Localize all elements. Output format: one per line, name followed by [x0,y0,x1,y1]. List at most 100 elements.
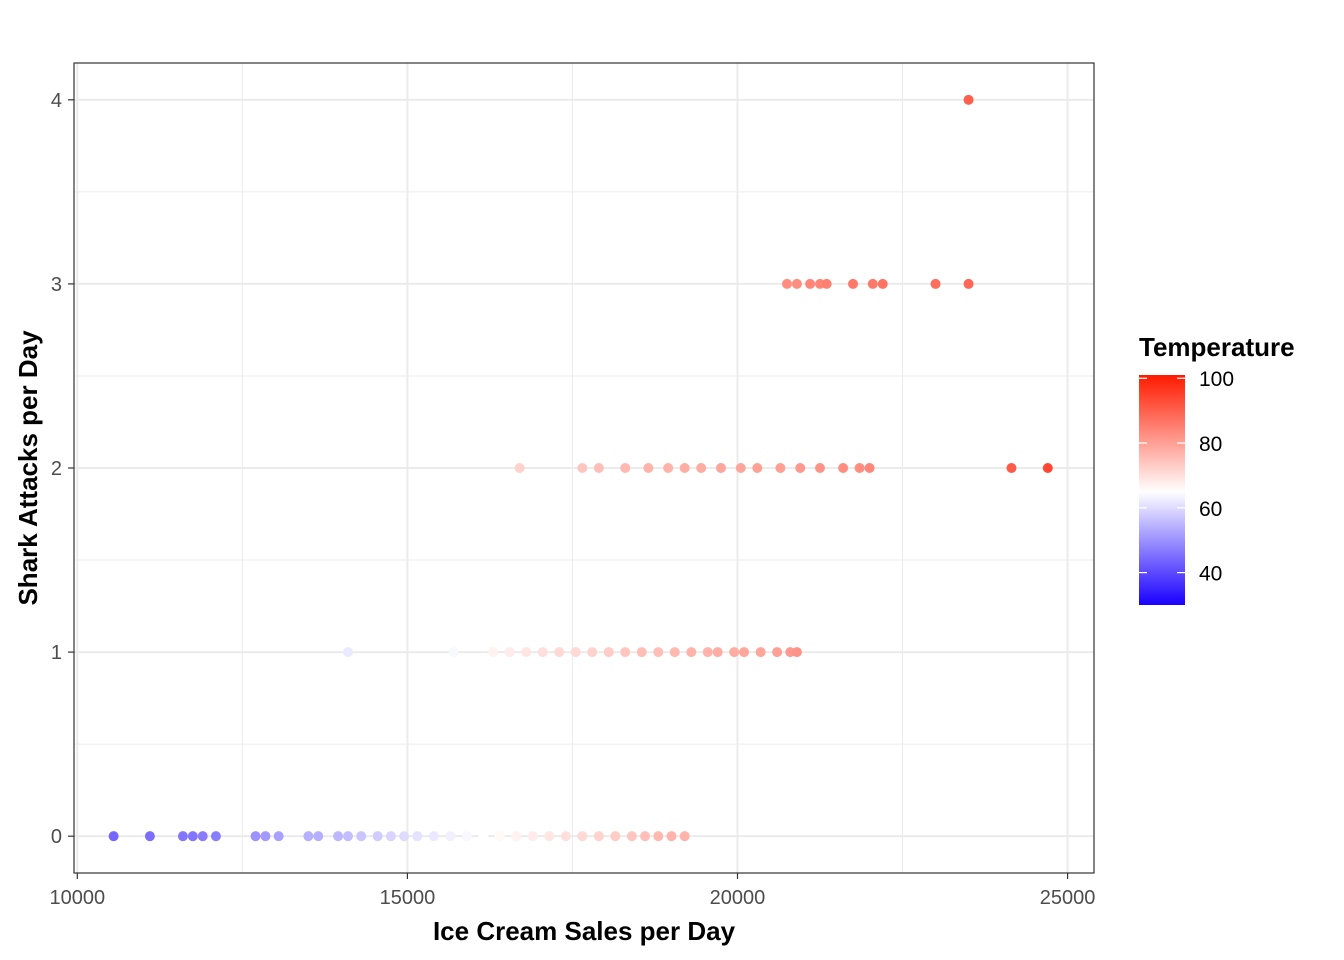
legend-title: Temperature [1139,332,1295,362]
scatter-point [521,647,532,658]
legend-colorbar [1139,375,1185,605]
x-tick-label: 20000 [710,887,766,909]
scatter-point [587,647,598,658]
scatter-point [626,831,637,842]
scatter-point [838,463,849,473]
data-points [108,94,1053,842]
scatter-point [795,463,806,473]
x-tick-label: 10000 [49,887,105,909]
scatter-point [554,647,565,658]
scatter-point [729,647,740,658]
scatter-point [577,831,588,842]
x-axis-title: Ice Cream Sales per Day [433,916,736,946]
scatter-point [653,647,664,658]
scatter-point [445,831,456,842]
scatter-point [735,463,746,473]
scatter-point [679,463,690,473]
scatter-point [679,831,690,842]
scatter-point [712,647,723,658]
scatter-point [696,463,707,473]
scatter-point [210,831,221,842]
scatter-point [805,278,816,289]
scatter-point [930,278,941,289]
scatter-point [963,278,974,289]
scatter-point [448,647,459,658]
y-tick-label: 2 [51,458,62,480]
scatter-point [544,831,555,842]
legend-tick-label: 100 [1199,368,1234,391]
scatter-point [177,831,188,842]
scatter-point [864,463,875,473]
scatter-point [250,831,261,842]
scatter-point [821,278,832,289]
scatter-point [815,463,826,473]
scatter-point [488,647,499,658]
scatter-point [752,463,763,473]
scatter-point [577,463,588,473]
legend-tick-label: 40 [1199,563,1222,586]
scatter-point [1042,463,1053,473]
scatter-point [511,831,522,842]
scatter-point [702,647,713,658]
scatter-point [867,278,878,289]
scatter-point [514,463,525,473]
axes: 10000 15000 20000 25000 0 1 2 3 4 [49,90,1095,909]
scatter-point [144,831,155,842]
scatter-point [527,831,538,842]
scatter-point [854,463,865,473]
y-tick-label: 4 [51,90,62,112]
scatter-point [372,831,383,842]
scatter-point [772,647,783,658]
temperature-legend: Temperature 40 60 80 100 [1139,332,1295,605]
scatter-point [610,831,621,842]
scatter-point [303,831,314,842]
scatter-point [653,831,664,842]
scatter-point [669,647,680,658]
scatter-point [187,831,198,842]
scatter-point [791,647,802,658]
y-tick-label: 3 [51,274,62,296]
legend-ticks: 40 60 80 100 [1139,368,1234,586]
scatter-point [620,463,631,473]
scatter-point [636,647,647,658]
scatter-point [663,463,674,473]
scatter-point [755,647,766,658]
scatter-point [643,463,654,473]
scatter-point [1006,463,1017,473]
x-tick-label: 25000 [1040,887,1096,909]
scatter-point [461,831,472,842]
scatter-point [399,831,410,842]
scatter-point [666,831,677,842]
scatter-point [478,831,489,842]
scatter-point [782,278,793,289]
scatter-point [640,831,651,842]
legend-tick-label: 60 [1199,498,1222,521]
y-axis-title: Shark Attacks per Day [13,330,43,606]
scatter-point [593,831,604,842]
scatter-point [385,831,396,842]
scatter-point [537,647,548,658]
scatter-point [313,831,324,842]
scatter-point [570,647,581,658]
scatter-point [494,831,505,842]
scatter-point [273,831,284,842]
scatter-point [963,94,974,105]
scatter-point [428,831,439,842]
scatter-point [412,831,423,842]
scatter-point [739,647,750,658]
scatter-point [560,831,571,842]
scatter-point [775,463,786,473]
scatter-point [686,647,697,658]
scatter-point [715,463,726,473]
y-tick-label: 1 [51,642,62,664]
scatter-point [333,831,344,842]
scatter-point [342,831,353,842]
x-tick-label: 15000 [380,887,436,909]
scatter-point [791,278,802,289]
scatter-point [342,647,353,658]
scatter-point [620,647,631,658]
scatter-point [504,647,515,658]
scatter-point [848,278,859,289]
scatter-point [108,831,119,842]
